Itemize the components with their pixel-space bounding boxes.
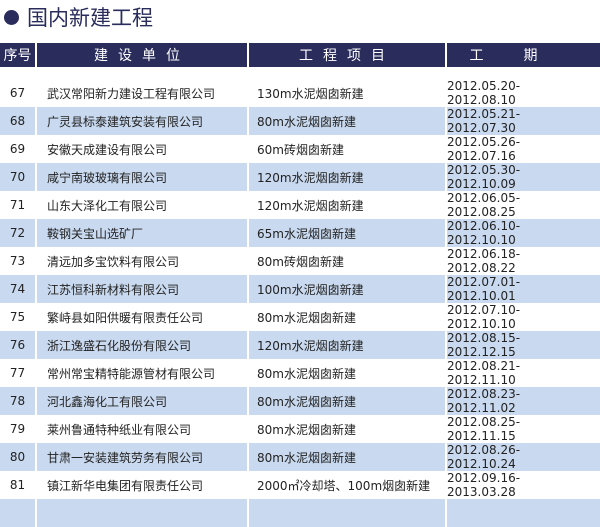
cell-project: 65m水泥烟囱新建	[249, 219, 445, 247]
table-row: 77 常州常宝精特能源管材有限公司 80m水泥烟囱新建 2012.08.21-2012…	[0, 359, 600, 387]
projects-table: 序号 建设单位 工程项目 工期 67 武汉常阳新力建设工程有限公司 130m水泥烟囱…	[0, 43, 600, 527]
table-row: 67 武汉常阳新力建设工程有限公司 130m水泥烟囱新建 2012.05.20-201…	[0, 79, 600, 107]
cell-index: 68	[0, 107, 35, 135]
header-project: 工程项目	[249, 43, 445, 67]
cell-company: 莱州鲁通特种纸业有限公司	[47, 422, 192, 437]
cell-company: 河北鑫海化工有限公司	[37, 387, 247, 415]
cell-index: 72	[0, 219, 35, 247]
header-index: 序号	[0, 43, 35, 67]
cell-company: 咸宁南玻玻璃有限公司	[37, 163, 247, 191]
cell-project: 100m水泥烟囱新建	[249, 275, 445, 303]
table-row: 68 广灵县标泰建筑安装有限公司 80m水泥烟囱新建 2012.05.21-2012.…	[0, 107, 600, 135]
cell-project: 80m水泥烟囱新建	[249, 387, 445, 415]
cell-company: 浙江逸盛石化股份有限公司	[37, 331, 247, 359]
cell-project: 80m水泥烟囱新建	[249, 107, 445, 135]
cell-period: 2012.05.30-2012.10.09	[447, 163, 600, 191]
cell-index: 69	[9, 142, 26, 156]
table-row: 76 浙江逸盛石化股份有限公司 120m水泥烟囱新建 2012.08.15-2012.…	[0, 331, 600, 359]
table-row: 75 繁峙县如阳供暖有限责任公司 80m水泥烟囱新建 2012.07.10-2012.…	[0, 303, 600, 331]
cell-period: 2012.08.15-2012.12.15	[447, 331, 600, 359]
cell-company: 江苏恒科新材料有限公司	[37, 275, 247, 303]
cell-project: 120m水泥烟囱新建	[257, 198, 364, 213]
cell-period: 2012.07.10-2012.10.10	[447, 303, 521, 331]
table-row: 74 江苏恒科新材料有限公司 100m水泥烟囱新建 2012.07.01-2012.1…	[0, 275, 600, 303]
header-period: 工期	[447, 43, 600, 67]
cell-company: 繁峙县如阳供暖有限责任公司	[47, 310, 204, 325]
cell-project: 80m水泥烟囱新建	[249, 443, 445, 471]
table-row: 80 甘肃一安装建筑劳务有限公司 80m水泥烟囱新建 2012.08.26-2012.…	[0, 443, 600, 471]
title-text: 国内新建工程	[27, 6, 153, 30]
cell-company: 山东大泽化工有限公司	[47, 198, 168, 213]
table-row: 78 河北鑫海化工有限公司 80m水泥烟囱新建 2012.08.23-2012.11.…	[0, 387, 600, 415]
cell-company: 武汉常阳新力建设工程有限公司	[47, 86, 216, 101]
cell-index: 75	[9, 310, 26, 324]
cell-index: 77	[9, 366, 26, 380]
cell-index: 76	[0, 331, 35, 359]
cell-period: 2012.05.21-2012.07.30	[447, 107, 600, 135]
cell-index: 73	[9, 254, 26, 268]
cell-period: 2012.09.16-2013.03.28	[447, 471, 521, 499]
cell-company: 镇江新华电集团有限责任公司	[47, 478, 204, 493]
cell-project: 2000㎡冷却塔、100m烟囱新建	[257, 478, 431, 493]
table-row: 71 山东大泽化工有限公司 120m水泥烟囱新建 2012.06.05-2012.08…	[0, 191, 600, 219]
table-row: 79 莱州鲁通特种纸业有限公司 80m水泥烟囱新建 2012.08.25-2012.1…	[0, 415, 600, 443]
cell-index: 79	[9, 422, 26, 436]
cell-index: 80	[0, 443, 35, 471]
cell-company: 安徽天成建设有限公司	[47, 142, 168, 157]
cell-period: 2012.05.26-2012.07.16	[447, 135, 521, 163]
header-company: 建设单位	[37, 43, 247, 67]
table-row: 73 清远加多宝饮料有限公司 80m砖烟囱新建 2012.06.18-2012.08.…	[0, 247, 600, 275]
table-body: 67 武汉常阳新力建设工程有限公司 130m水泥烟囱新建 2012.05.20-201…	[0, 79, 600, 499]
cell-period: 2012.05.20-2012.08.10	[447, 79, 521, 107]
cell-period: 2012.06.10-2012.10.10	[447, 219, 600, 247]
cell-company: 广灵县标泰建筑安装有限公司	[37, 107, 247, 135]
cell-project: 80m水泥烟囱新建	[257, 310, 356, 325]
table-row: 69 安徽天成建设有限公司 60m砖烟囱新建 2012.05.26-2012.07.1…	[0, 135, 600, 163]
cell-company: 鞍钢关宝山选矿厂	[37, 219, 247, 247]
table-header: 序号 建设单位 工程项目 工期	[0, 43, 600, 67]
cell-period: 2012.06.05-2012.08.25	[447, 191, 521, 219]
cell-index: 74	[0, 275, 35, 303]
cell-project: 80m水泥烟囱新建	[257, 422, 356, 437]
table-row: 70 咸宁南玻玻璃有限公司 120m水泥烟囱新建 2012.05.30-2012.10…	[0, 163, 600, 191]
cell-period: 2012.08.23-2012.11.02	[447, 387, 600, 415]
cell-company: 清远加多宝饮料有限公司	[47, 254, 180, 269]
cell-project: 120m水泥烟囱新建	[249, 163, 445, 191]
bullet-icon	[4, 9, 19, 25]
cell-index: 71	[9, 198, 26, 212]
cell-period: 2012.06.18-2012.08.22	[447, 247, 521, 275]
cell-project: 80m砖烟囱新建	[257, 254, 344, 269]
cell-index: 67	[9, 86, 26, 100]
cell-project: 60m砖烟囱新建	[257, 142, 344, 157]
table-row-partial	[0, 499, 600, 527]
cell-period: 2012.08.21-2012.11.10	[447, 359, 521, 387]
cell-index: 78	[0, 387, 35, 415]
section-title: 国内新建工程	[4, 2, 153, 32]
cell-index: 81	[9, 478, 26, 492]
cell-project: 80m水泥烟囱新建	[257, 366, 356, 381]
cell-period: 2012.08.26-2012.10.24	[447, 443, 600, 471]
cell-period: 2012.08.25-2012.11.15	[447, 415, 521, 443]
cell-project: 130m水泥烟囱新建	[257, 86, 364, 101]
cell-project: 120m水泥烟囱新建	[249, 331, 445, 359]
table-row: 72 鞍钢关宝山选矿厂 65m水泥烟囱新建 2012.06.10-2012.10.10	[0, 219, 600, 247]
cell-index: 70	[0, 163, 35, 191]
cell-company: 常州常宝精特能源管材有限公司	[47, 366, 216, 381]
table-row: 81 镇江新华电集团有限责任公司 2000㎡冷却塔、100m烟囱新建 2012.09.…	[0, 471, 600, 499]
cell-company: 甘肃一安装建筑劳务有限公司	[37, 443, 247, 471]
cell-period: 2012.07.01-2012.10.01	[447, 275, 600, 303]
